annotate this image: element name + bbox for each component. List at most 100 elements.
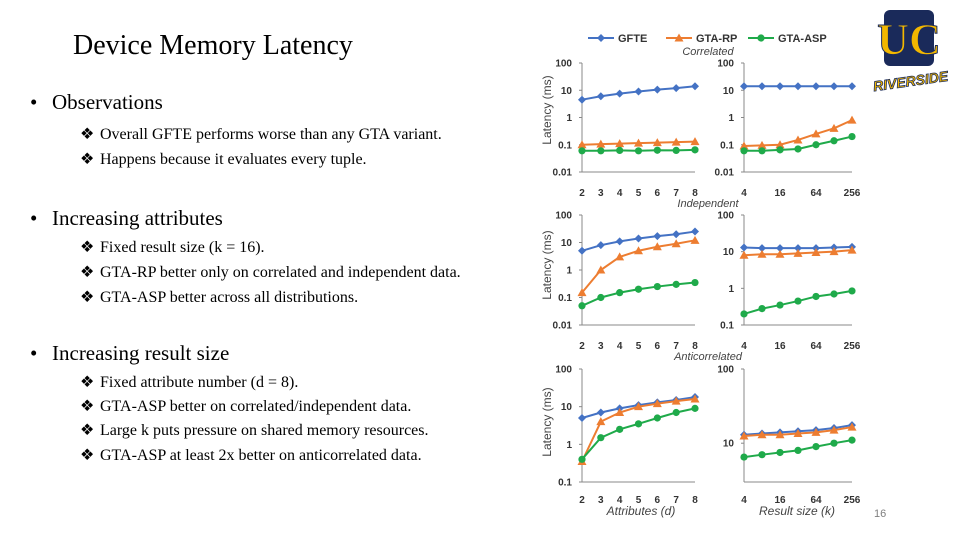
bullet-heading: Increasing result size bbox=[52, 341, 230, 365]
gfte-point bbox=[672, 84, 681, 93]
row-label-independent: Independent bbox=[677, 198, 739, 210]
x-tick-label: 7 bbox=[673, 188, 679, 199]
bullet-heading: Observations bbox=[52, 90, 163, 114]
y-tick-label: 0.01 bbox=[553, 168, 573, 179]
diamond-bullet-icon: ❖ bbox=[80, 447, 95, 464]
y-tick-label: 10 bbox=[561, 86, 573, 97]
sub-bullet-text: GTA-ASP at least 2x better on anticorrel… bbox=[100, 447, 422, 464]
gta-asp-point bbox=[848, 132, 856, 141]
x-tick-label: 256 bbox=[844, 341, 861, 352]
sub-bullet-text: GTA-ASP better across all distributions. bbox=[100, 289, 359, 306]
sub-bullet-text: GTA-RP better only on correlated and ind… bbox=[100, 264, 461, 281]
y-tick-label: 10 bbox=[723, 439, 735, 450]
gta-rp-point bbox=[847, 115, 857, 124]
y-tick-label: 10 bbox=[561, 238, 573, 249]
gta-rp-point bbox=[757, 140, 767, 149]
sub-bullet-text: Large k puts pressure on shared memory r… bbox=[100, 422, 429, 439]
gfte-point bbox=[794, 82, 802, 91]
gta-rp-point bbox=[757, 249, 767, 258]
gta-rp-point bbox=[793, 135, 803, 144]
gta-asp-point bbox=[740, 310, 748, 318]
x-axis-label-result-size: Result size (k) bbox=[759, 504, 835, 518]
gta-asp-line bbox=[581, 407, 696, 460]
gta-asp-point bbox=[597, 147, 605, 155]
gta-asp-point bbox=[691, 146, 699, 154]
y-tick-label: 100 bbox=[717, 211, 734, 222]
gta-asp-point bbox=[616, 146, 624, 155]
x-tick-label: 7 bbox=[673, 495, 679, 506]
chart-anti-size: 100 10 4 16 64 256 bbox=[717, 365, 860, 507]
gfte-point bbox=[740, 243, 748, 252]
gfte-point bbox=[615, 89, 624, 98]
y-tick-label: 0.1 bbox=[720, 140, 734, 151]
y-axis-label: Latency (ms) bbox=[540, 387, 554, 456]
x-tick-label: 2 bbox=[579, 341, 585, 352]
gfte-point bbox=[758, 82, 766, 91]
y-tick-label: 10 bbox=[723, 247, 735, 258]
gta-asp-point bbox=[812, 292, 820, 301]
gta-asp-point bbox=[848, 287, 856, 295]
x-axis-label-attributes: Attributes (d) bbox=[606, 504, 676, 518]
gta-rp-point bbox=[615, 252, 625, 261]
gta-asp-point bbox=[597, 293, 605, 302]
y-tick-label: 0.1 bbox=[558, 293, 572, 304]
gta-asp-point bbox=[758, 451, 766, 459]
gta-rp-point bbox=[652, 399, 662, 408]
gta-asp-point bbox=[672, 408, 680, 417]
gfte-point bbox=[597, 34, 605, 42]
y-tick-label: 0.1 bbox=[558, 140, 572, 151]
gta-asp-point bbox=[776, 448, 784, 457]
gfte-point bbox=[691, 82, 699, 91]
gta-rp-point bbox=[634, 402, 643, 411]
legend-label: GFTE bbox=[618, 33, 647, 45]
diamond-bullet-icon: ❖ bbox=[80, 422, 95, 439]
diamond-bullet-icon: ❖ bbox=[80, 239, 95, 256]
gta-rp-point bbox=[690, 137, 700, 146]
chart-ind-attr: 100 10 1 0.1 0.01 2 3 4 5 6 7 8 bbox=[553, 211, 700, 352]
gta-rp-point bbox=[690, 235, 700, 244]
sub-bullet: ❖ GTA-ASP better across all distributions… bbox=[80, 287, 358, 307]
y-tick-label: 1 bbox=[566, 440, 572, 451]
sub-bullet-text: GTA-ASP better on correlated/independent… bbox=[100, 398, 412, 415]
gta-rp-point bbox=[829, 123, 839, 132]
gfte-point bbox=[578, 95, 586, 104]
uc-riverside-logo: UC RIVERSIDE bbox=[872, 10, 950, 95]
gta-rp-point bbox=[739, 431, 749, 440]
sub-bullet: ❖ Large k puts pressure on shared memory … bbox=[80, 420, 429, 440]
gta-rp-point bbox=[596, 417, 606, 426]
gta-asp-point bbox=[812, 442, 820, 451]
gfte-point bbox=[794, 244, 802, 253]
gfte-point bbox=[596, 408, 605, 417]
gta-asp-point bbox=[691, 404, 699, 412]
bullet-increasing-result-size: • Increasing result size bbox=[30, 341, 229, 366]
bullet-observations: • Observations bbox=[30, 90, 163, 115]
y-tick-label: 100 bbox=[717, 365, 734, 376]
x-tick-label: 64 bbox=[810, 188, 822, 199]
gta-asp-point bbox=[776, 301, 784, 309]
gta-asp-point bbox=[578, 302, 586, 310]
gta-asp-point bbox=[794, 446, 802, 454]
gfte-point bbox=[653, 85, 662, 94]
y-tick-label: 10 bbox=[723, 86, 735, 97]
sub-bullet: ❖ Fixed result size (k = 16). bbox=[80, 237, 265, 257]
chart-corr-attr: 100 10 1 0.1 0.01 2 3 4 5 6 7 8 bbox=[553, 59, 700, 199]
x-tick-label: 64 bbox=[810, 341, 822, 352]
x-tick-label: 7 bbox=[673, 341, 679, 352]
gta-rp-point bbox=[615, 408, 625, 417]
gfte-point bbox=[596, 241, 605, 250]
y-tick-label: 1 bbox=[566, 113, 572, 124]
gfte-point bbox=[776, 244, 784, 253]
sub-bullet-text: Fixed result size (k = 16). bbox=[100, 239, 265, 256]
gta-rp-point bbox=[596, 265, 606, 274]
gta-rp-point bbox=[577, 288, 587, 297]
bullet-increasing-attributes: • Increasing attributes bbox=[30, 206, 223, 231]
sub-bullet-text: Happens because it evaluates every tuple… bbox=[100, 151, 367, 168]
gta-asp-point bbox=[794, 145, 802, 153]
x-tick-label: 256 bbox=[844, 495, 861, 506]
gta-asp-point bbox=[672, 146, 680, 155]
gta-rp-point bbox=[652, 138, 662, 147]
gta-asp-point bbox=[672, 280, 680, 288]
gta-rp-point bbox=[739, 250, 749, 259]
y-tick-label: 100 bbox=[717, 59, 734, 70]
